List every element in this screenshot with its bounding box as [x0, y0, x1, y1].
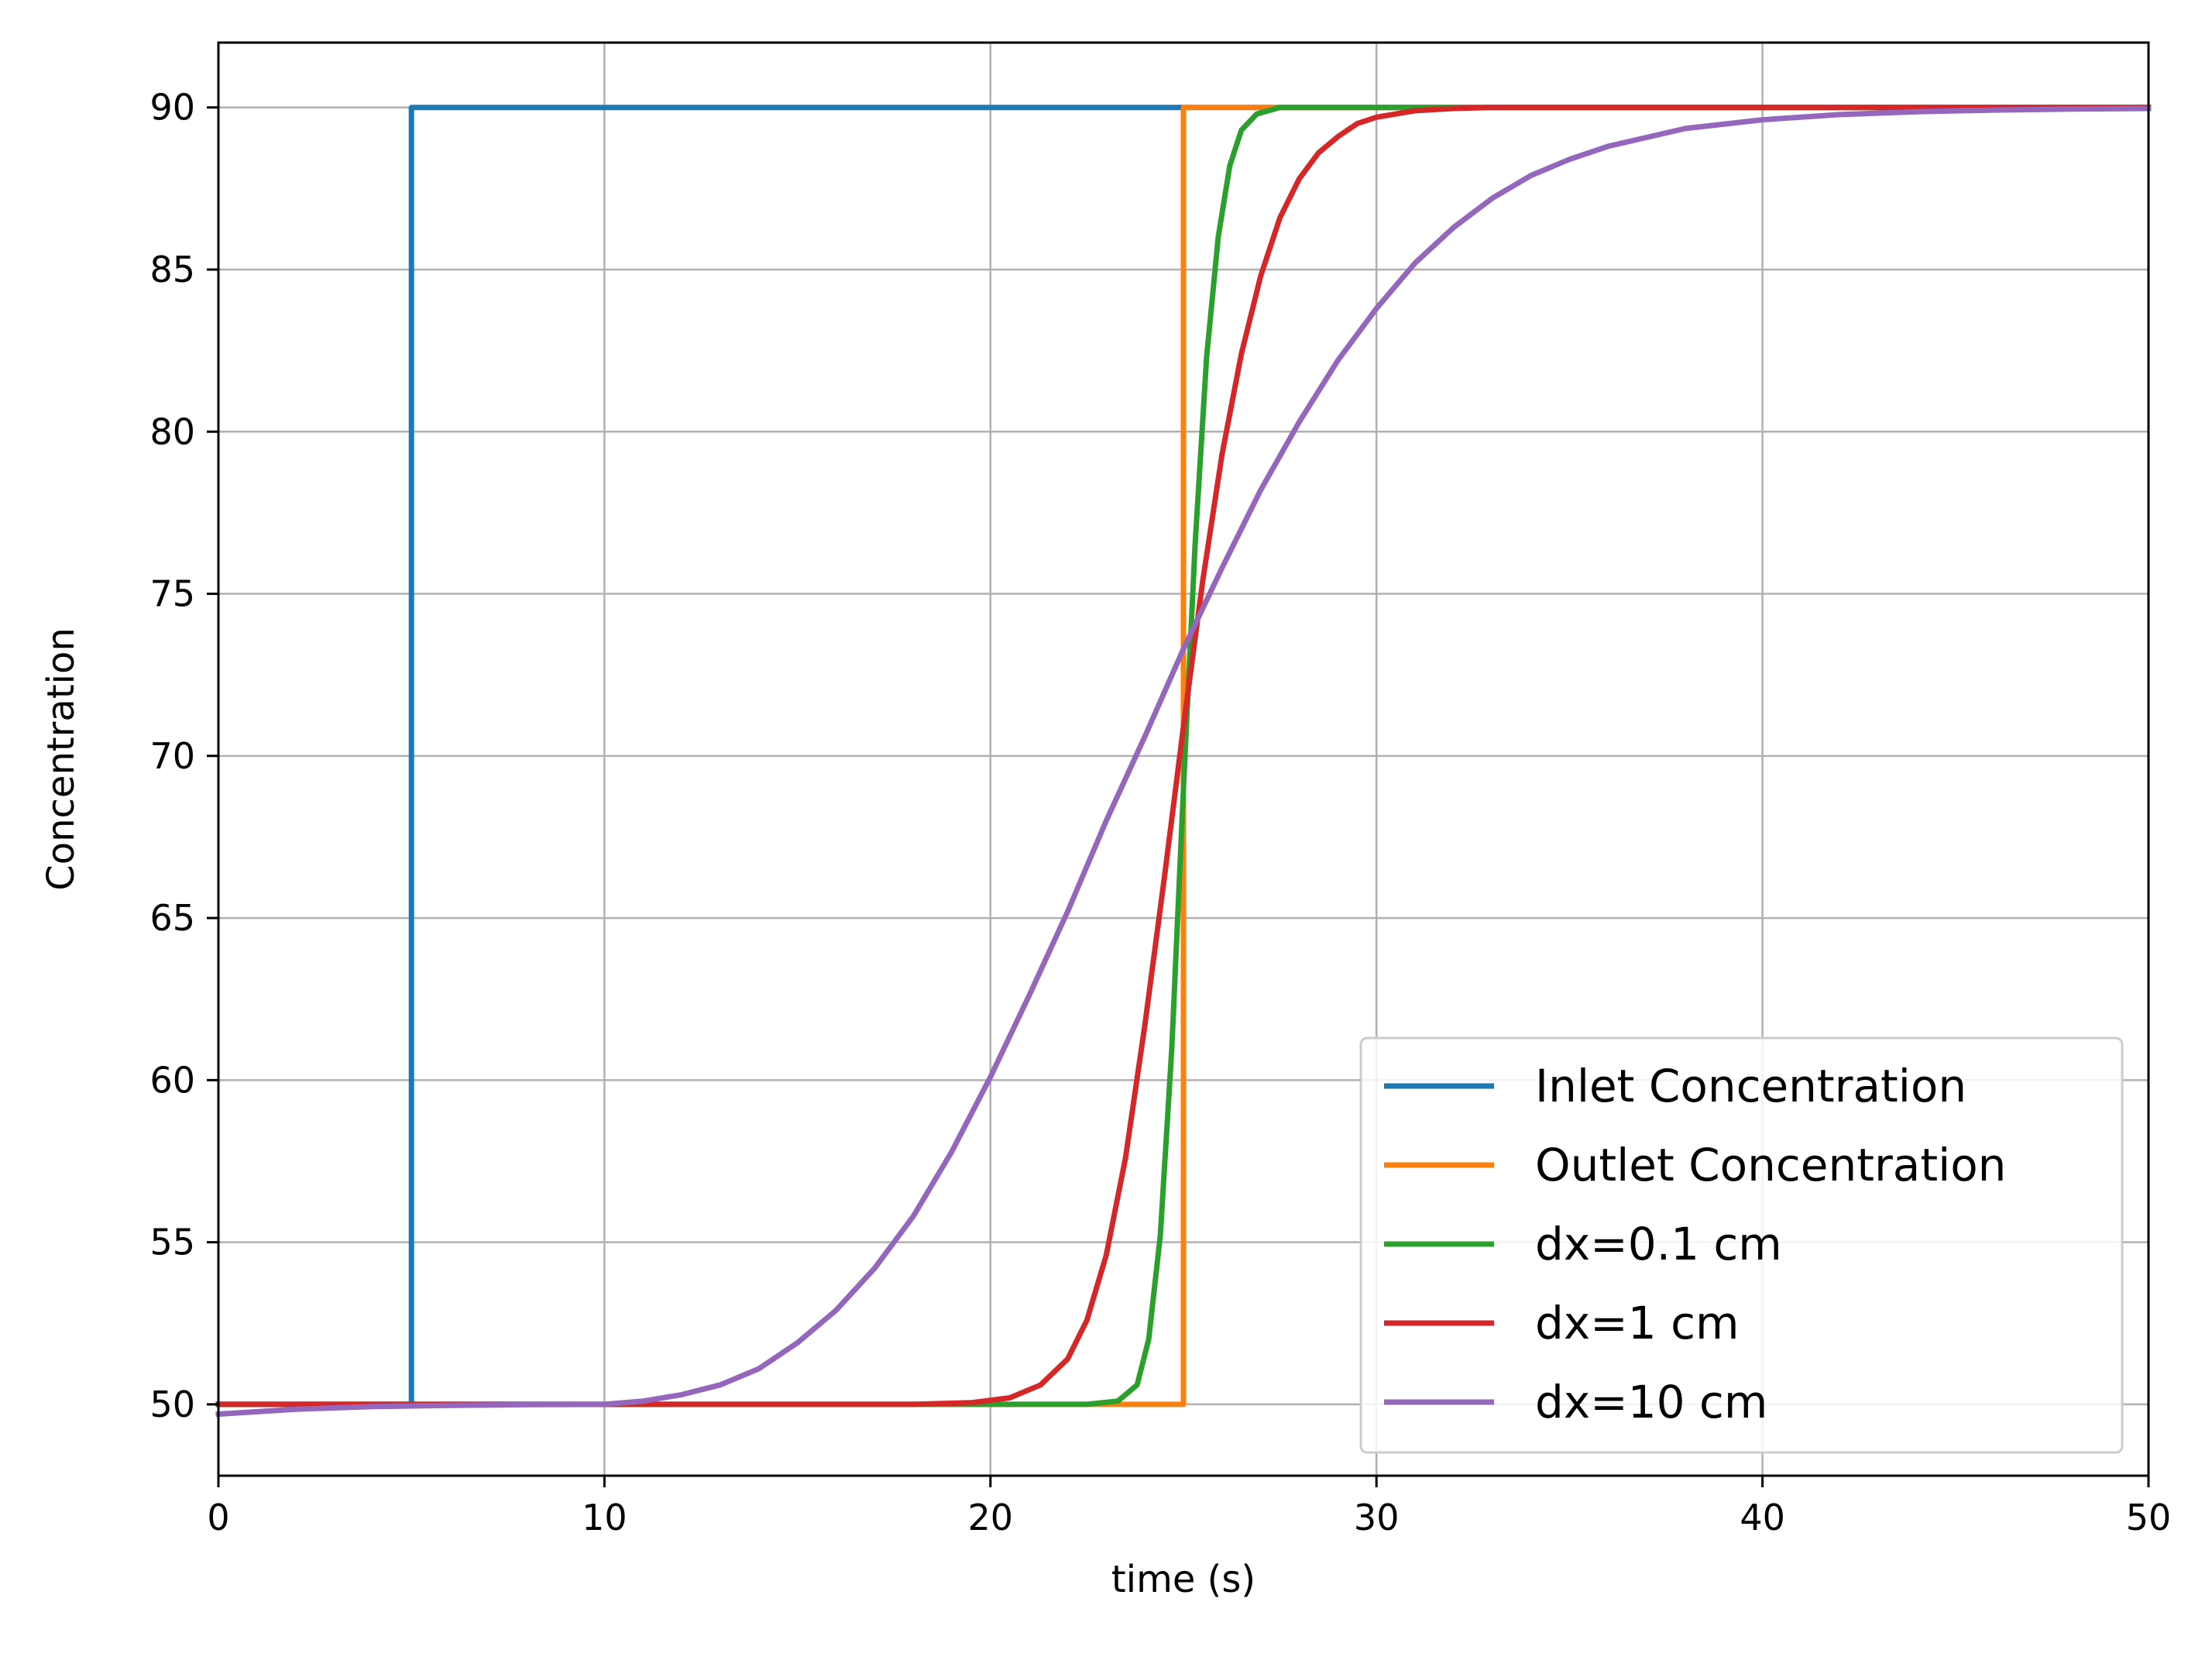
x-tick-label: 30 [1354, 1497, 1400, 1538]
legend-item: dx=0.1 cm [1384, 1218, 1782, 1270]
axis-ticks: 0 10 20 30 40 50 50 55 60 65 70 75 80 85 90 [149, 87, 2171, 1538]
y-tick-label: 50 [149, 1384, 195, 1425]
legend-label: dx=0.1 cm [1535, 1218, 1782, 1270]
x-axis-label: time (s) [1111, 1558, 1255, 1601]
x-tick-label: 0 [207, 1497, 229, 1538]
legend-item: Inlet Concentration [1384, 1060, 1966, 1112]
y-tick-label: 55 [149, 1222, 195, 1263]
legend-box [1359, 1036, 2124, 1454]
legend-item: Outlet Concentration [1384, 1139, 2006, 1191]
y-tick-label: 60 [149, 1059, 195, 1101]
y-tick-label: 90 [149, 87, 195, 129]
legend-item: dx=10 cm [1384, 1376, 1767, 1428]
legend: Inlet Concentration Outlet Concentration d… [1359, 1036, 2124, 1454]
y-tick-label: 80 [149, 411, 195, 452]
legend-label: dx=1 cm [1535, 1297, 1739, 1349]
series-line-5 [215, 105, 2152, 1418]
y-tick-label: 70 [149, 735, 195, 777]
y-tick-label: 65 [149, 897, 195, 939]
y-tick-label: 75 [149, 573, 195, 615]
legend-label: Outlet Concentration [1535, 1139, 2006, 1191]
legend-label: dx=10 cm [1535, 1376, 1767, 1428]
x-tick-label: 50 [2126, 1497, 2172, 1538]
x-tick-label: 20 [968, 1497, 1014, 1538]
plot-frame [217, 41, 2150, 1477]
x-tick-label: 10 [582, 1497, 627, 1538]
x-tick-label: 40 [1740, 1497, 1785, 1538]
y-tick-label: 85 [149, 249, 195, 290]
legend-item: dx=1 cm [1384, 1297, 1739, 1349]
y-axis-label: Concentration [40, 627, 83, 891]
legend-label: Inlet Concentration [1535, 1060, 1966, 1112]
series-line-4 [215, 105, 2152, 1408]
plot-series [215, 105, 2152, 1418]
